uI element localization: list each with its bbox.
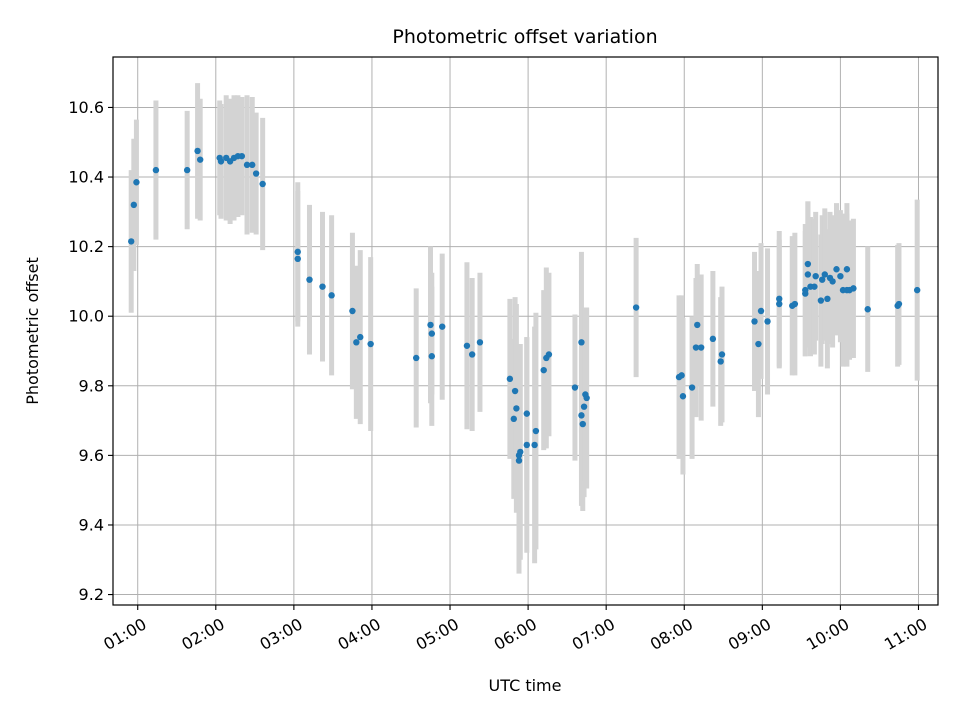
x-axis-label: UTC time [489, 676, 562, 695]
data-point [694, 321, 701, 329]
data-point [751, 318, 758, 325]
data-point [812, 273, 819, 280]
data-point [632, 304, 640, 311]
data-point [249, 161, 256, 169]
data-point [718, 351, 726, 358]
data-point [468, 351, 476, 358]
data-point [252, 170, 260, 177]
data-point [688, 384, 696, 391]
data-point [829, 278, 836, 285]
data-point [510, 415, 517, 423]
data-point [579, 420, 586, 428]
data-point [764, 318, 771, 325]
data-point [821, 271, 828, 278]
data-point [357, 333, 364, 341]
data-point [506, 375, 514, 383]
y-tick-label: 10.4 [68, 168, 104, 187]
data-point [523, 441, 531, 449]
data-point [850, 285, 857, 292]
data-point [523, 410, 531, 417]
data-point [367, 340, 374, 348]
data-point [463, 342, 471, 349]
data-point [196, 156, 204, 163]
data-point [319, 283, 326, 290]
y-tick-label: 10.2 [68, 237, 104, 256]
y-tick-label: 9.8 [79, 376, 104, 395]
data-point [818, 276, 826, 283]
data-point [532, 427, 540, 435]
data-point [306, 276, 313, 283]
data-point [194, 147, 201, 155]
data-point [583, 394, 590, 402]
data-point [837, 273, 844, 280]
data-point [824, 295, 831, 303]
y-tick-label: 9.4 [79, 515, 104, 534]
data-point [791, 300, 799, 308]
point-layer [128, 147, 921, 464]
chart-title: Photometric offset variation [392, 26, 657, 48]
data-point [833, 266, 840, 273]
data-point [243, 161, 251, 169]
data-point [895, 300, 903, 308]
y-tick-label: 9.6 [79, 446, 104, 465]
plot-area-frame [112, 56, 939, 606]
data-point [679, 393, 687, 400]
data-point [428, 330, 436, 337]
data-point [152, 166, 160, 174]
data-point [412, 354, 420, 362]
data-point [678, 372, 685, 379]
data-point [511, 387, 519, 395]
data-point [717, 358, 724, 365]
data-point [913, 286, 921, 294]
data-point [755, 340, 762, 348]
data-point [804, 271, 812, 278]
data-point [817, 297, 825, 304]
data-point [294, 255, 301, 263]
data-point [353, 339, 360, 346]
data-point [578, 412, 585, 419]
data-point [439, 323, 446, 330]
data-point [540, 366, 547, 374]
data-point [757, 307, 765, 315]
data-point [571, 384, 579, 391]
data-point [709, 335, 717, 343]
data-point [294, 248, 301, 256]
data-point [776, 295, 783, 303]
data-point [428, 353, 436, 360]
y-axis-label: Photometric offset [23, 257, 42, 405]
data-point [513, 405, 520, 412]
y-tick-label: 10.0 [68, 307, 104, 326]
data-point [183, 166, 191, 174]
data-point [697, 344, 705, 351]
data-point [515, 457, 523, 464]
data-point [843, 266, 851, 273]
data-point [864, 306, 871, 313]
data-point [692, 344, 700, 351]
data-point [217, 158, 225, 165]
data-point [776, 300, 783, 308]
data-point [580, 403, 588, 410]
data-point [133, 179, 140, 186]
data-point [427, 321, 434, 329]
data-point [804, 260, 812, 268]
data-point [545, 351, 553, 358]
data-point [802, 286, 809, 294]
data-point [531, 441, 538, 449]
y-tick-label: 10.6 [68, 98, 104, 117]
data-point [517, 448, 524, 456]
data-point [259, 180, 266, 188]
data-point [578, 339, 585, 346]
data-point [349, 307, 356, 315]
data-point [238, 152, 246, 160]
data-point [130, 201, 138, 209]
data-point [811, 283, 818, 290]
y-tick-label: 9.2 [79, 585, 104, 604]
data-point [476, 339, 484, 346]
data-point [328, 292, 335, 299]
data-point [128, 238, 135, 245]
